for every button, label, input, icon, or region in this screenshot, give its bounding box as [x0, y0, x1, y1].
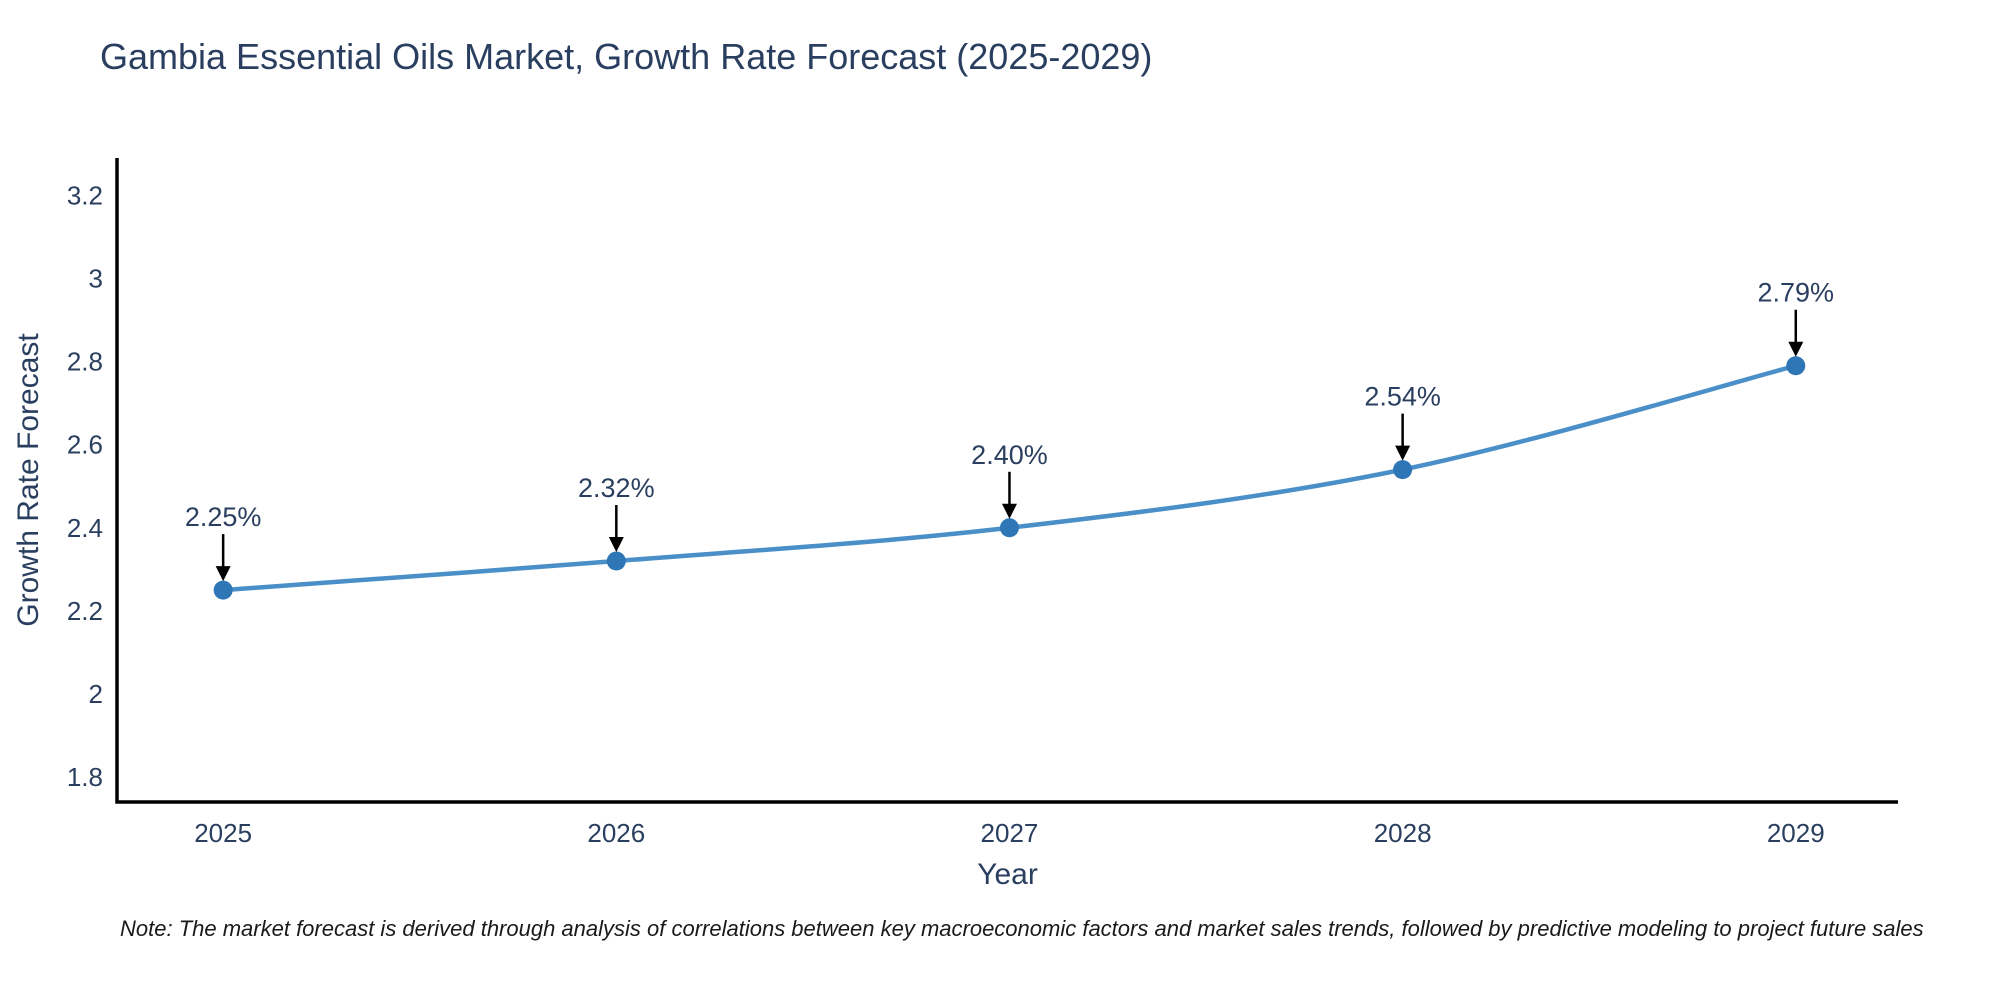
- x-tick-label: 2026: [587, 818, 645, 848]
- annotation-arrowhead-icon: [608, 537, 624, 553]
- y-tick-label: 2.4: [67, 513, 103, 543]
- data-point-marker: [213, 580, 233, 600]
- annotation-label: 2.25%: [185, 502, 262, 532]
- annotation-label: 2.54%: [1364, 382, 1441, 412]
- annotation-arrowhead-icon: [1395, 445, 1411, 461]
- x-tick-label: 2027: [981, 818, 1039, 848]
- axis-lines: [115, 158, 1898, 804]
- y-tick-label: 2: [89, 679, 103, 709]
- y-tick-label: 2.2: [67, 596, 103, 626]
- x-tick-label: 2029: [1767, 818, 1825, 848]
- data-point-marker: [999, 518, 1019, 538]
- y-tick-label: 1.8: [67, 762, 103, 792]
- data-point-marker: [606, 551, 626, 571]
- y-tick-label: 2.8: [67, 347, 103, 377]
- annotation-arrowhead-icon: [215, 566, 231, 582]
- data-point-marker: [1786, 356, 1806, 376]
- x-axis-title: Year: [977, 858, 1038, 891]
- data-point-marker: [1393, 460, 1413, 480]
- y-axis-title: Growth Rate Forecast: [12, 333, 45, 627]
- y-tick-label: 2.6: [67, 430, 103, 460]
- y-tick-label: 3: [89, 263, 103, 293]
- footnote: Note: The market forecast is derived thr…: [120, 916, 1924, 941]
- annotation-label: 2.40%: [971, 440, 1048, 470]
- x-tick-label: 2028: [1374, 818, 1432, 848]
- annotation-arrowhead-icon: [1788, 341, 1804, 357]
- x-tick-label: 2025: [194, 818, 252, 848]
- y-tick-label: 3.2: [67, 180, 103, 210]
- chart-title: Gambia Essential Oils Market, Growth Rat…: [100, 36, 1153, 77]
- annotation-label: 2.32%: [578, 473, 655, 503]
- annotation-label: 2.79%: [1757, 278, 1834, 308]
- annotation-arrowhead-icon: [1001, 503, 1017, 519]
